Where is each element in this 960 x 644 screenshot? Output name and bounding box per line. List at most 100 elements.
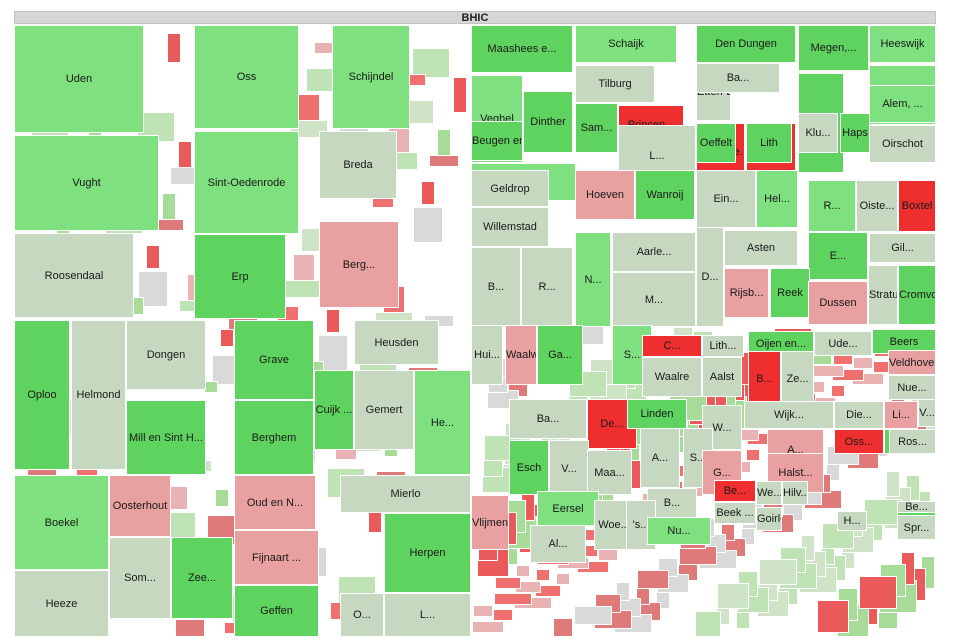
treemap-tile[interactable]: R... (808, 180, 856, 232)
treemap-tile[interactable]: E... (808, 232, 868, 280)
treemap-tile[interactable]: Ein... (696, 170, 756, 228)
treemap-tile[interactable]: Nue... (888, 375, 936, 400)
treemap-tile[interactable]: Aalst (702, 357, 742, 397)
treemap-tile[interactable]: Oud en N... (234, 475, 316, 530)
treemap-tile[interactable]: Oirschot (869, 125, 936, 163)
treemap-tile[interactable]: Hilv... (782, 481, 808, 505)
treemap-tile[interactable]: D... (696, 227, 724, 327)
treemap-tile[interactable]: Oosterhout (109, 475, 171, 537)
treemap-tile[interactable]: Goirle (756, 507, 782, 531)
treemap-tile[interactable]: Cuijk ... (314, 370, 354, 450)
treemap-tile[interactable]: Sam... (575, 103, 618, 153)
treemap-tile[interactable]: Nu... (647, 517, 711, 545)
treemap-tile[interactable]: Hui... (471, 325, 503, 385)
treemap-tile[interactable]: Berg... (319, 221, 399, 308)
treemap-tile[interactable]: H... (837, 511, 867, 531)
treemap-tile[interactable]: Heusden (354, 320, 439, 365)
treemap-tile[interactable]: Erp (194, 234, 286, 319)
treemap-tile[interactable]: Heeze (14, 570, 109, 637)
treemap-tile[interactable]: Breda (319, 131, 397, 199)
treemap-tile[interactable]: 's... (626, 500, 656, 550)
treemap-tile[interactable]: Reek (770, 268, 810, 318)
treemap-tile[interactable]: L... (384, 593, 471, 637)
treemap-tile[interactable]: Geldrop (471, 170, 549, 207)
treemap-tile[interactable]: Boekel (14, 475, 109, 570)
treemap-tile[interactable]: Vlijmen (471, 495, 509, 550)
treemap-tile[interactable]: Eersel (537, 491, 599, 526)
treemap-tile[interactable]: We... (756, 481, 782, 505)
treemap-tile[interactable]: Ga... (537, 325, 583, 385)
treemap-tile[interactable]: Beers (872, 329, 936, 354)
treemap-tile[interactable]: O... (340, 593, 384, 637)
treemap-tile[interactable]: Boxtel (898, 180, 936, 232)
treemap-tile[interactable]: Maashees e... (471, 25, 573, 73)
treemap-tile[interactable]: Aarle... (612, 232, 696, 272)
treemap-tile[interactable]: Oss (194, 25, 299, 129)
treemap-tile[interactable]: Al... (530, 525, 586, 563)
treemap-tile[interactable]: Asten (724, 230, 798, 266)
treemap-tile[interactable]: Lith... (702, 335, 744, 357)
treemap-tile[interactable]: Halst... (767, 453, 824, 493)
treemap-tile[interactable]: Sint-Oedenrode (194, 131, 299, 234)
treemap-tile[interactable]: Fijnaart ... (234, 530, 319, 585)
treemap-tile[interactable]: Uden (14, 25, 144, 133)
treemap-tile[interactable]: Berghem (234, 400, 314, 475)
treemap-tile[interactable]: Spr... (897, 515, 936, 540)
treemap-tile[interactable]: Linden (627, 399, 687, 429)
treemap-tile[interactable]: Megen,... (798, 25, 869, 71)
treemap-tile[interactable]: Hoeven (575, 170, 635, 220)
treemap-tile[interactable]: Ba... (696, 63, 780, 93)
treemap-tile[interactable]: Ba... (509, 399, 587, 439)
treemap-tile[interactable]: Helmond (71, 320, 126, 470)
treemap-tile[interactable]: Herpen (384, 513, 471, 593)
treemap-tile[interactable]: Som... (109, 537, 171, 619)
treemap-tile[interactable]: Cromvoirt (898, 265, 936, 325)
treemap-tile[interactable]: Beek ... (714, 502, 756, 524)
treemap-tile[interactable]: Ze... (781, 351, 814, 407)
treemap-tile[interactable]: Zee... (171, 537, 233, 619)
treemap-tile[interactable]: Willemstad (471, 207, 549, 247)
treemap-tile[interactable]: Stratum (868, 265, 898, 325)
treemap-tile[interactable]: B... (471, 247, 521, 327)
treemap-tile[interactable]: Roosendaal (14, 233, 134, 318)
treemap-tile[interactable]: Beugen en R... (471, 121, 523, 161)
treemap-tile[interactable]: Dongen (126, 320, 206, 390)
treemap-tile[interactable]: Oss... (834, 429, 884, 454)
treemap-tile[interactable]: Geffen (234, 585, 319, 637)
treemap-tile[interactable]: Mierlo (340, 475, 471, 513)
treemap-tile[interactable]: Mill en Sint H... (126, 400, 206, 475)
treemap-tile[interactable]: Veldhoven (888, 350, 936, 375)
treemap-tile[interactable]: V... (918, 399, 936, 427)
treemap-tile[interactable]: N... (575, 232, 611, 327)
treemap-tile[interactable]: M... (612, 272, 696, 327)
treemap-tile[interactable]: Be... (897, 501, 936, 513)
treemap-tile[interactable]: Klu... (798, 113, 838, 153)
treemap-tile[interactable]: B... (748, 351, 781, 407)
treemap-tile[interactable]: Ros... (889, 429, 936, 454)
treemap-tile[interactable]: Oiste... (856, 180, 898, 232)
treemap-tile[interactable]: Grave (234, 320, 314, 400)
treemap-tile[interactable]: Wanroij (635, 170, 695, 220)
treemap-tile[interactable]: A... (640, 428, 680, 488)
treemap-tile[interactable]: Die... (834, 401, 884, 429)
treemap-tile[interactable]: Wijk... (744, 401, 834, 429)
treemap-tile[interactable]: Heeswijk (869, 25, 936, 63)
treemap-tile[interactable]: Rijsb... (724, 268, 769, 318)
treemap-tile[interactable]: Maa... (587, 450, 632, 495)
treemap-tile[interactable]: Dussen (808, 281, 868, 325)
treemap-tile[interactable]: R... (521, 247, 573, 327)
treemap-tile[interactable]: Waalwijk (505, 325, 537, 385)
treemap-tile[interactable]: V... (549, 440, 589, 498)
treemap-tile[interactable]: Esch (509, 440, 549, 495)
treemap-tile[interactable]: Waalre (642, 357, 702, 397)
treemap-tile[interactable]: Schijndel (332, 25, 410, 129)
treemap-tile[interactable]: Li... (884, 401, 918, 429)
treemap-tile[interactable]: Tilburg (575, 65, 655, 103)
treemap-tile[interactable]: Alem, ... (869, 85, 936, 123)
treemap-tile[interactable]: Gemert (354, 370, 414, 450)
treemap-tile[interactable]: Gil... (869, 233, 936, 263)
treemap-tile[interactable]: He... (414, 370, 471, 475)
treemap-tile[interactable]: Schaijk (575, 25, 677, 63)
treemap-tile[interactable]: Ude... (814, 331, 872, 356)
treemap-tile[interactable]: Haps (840, 113, 870, 153)
